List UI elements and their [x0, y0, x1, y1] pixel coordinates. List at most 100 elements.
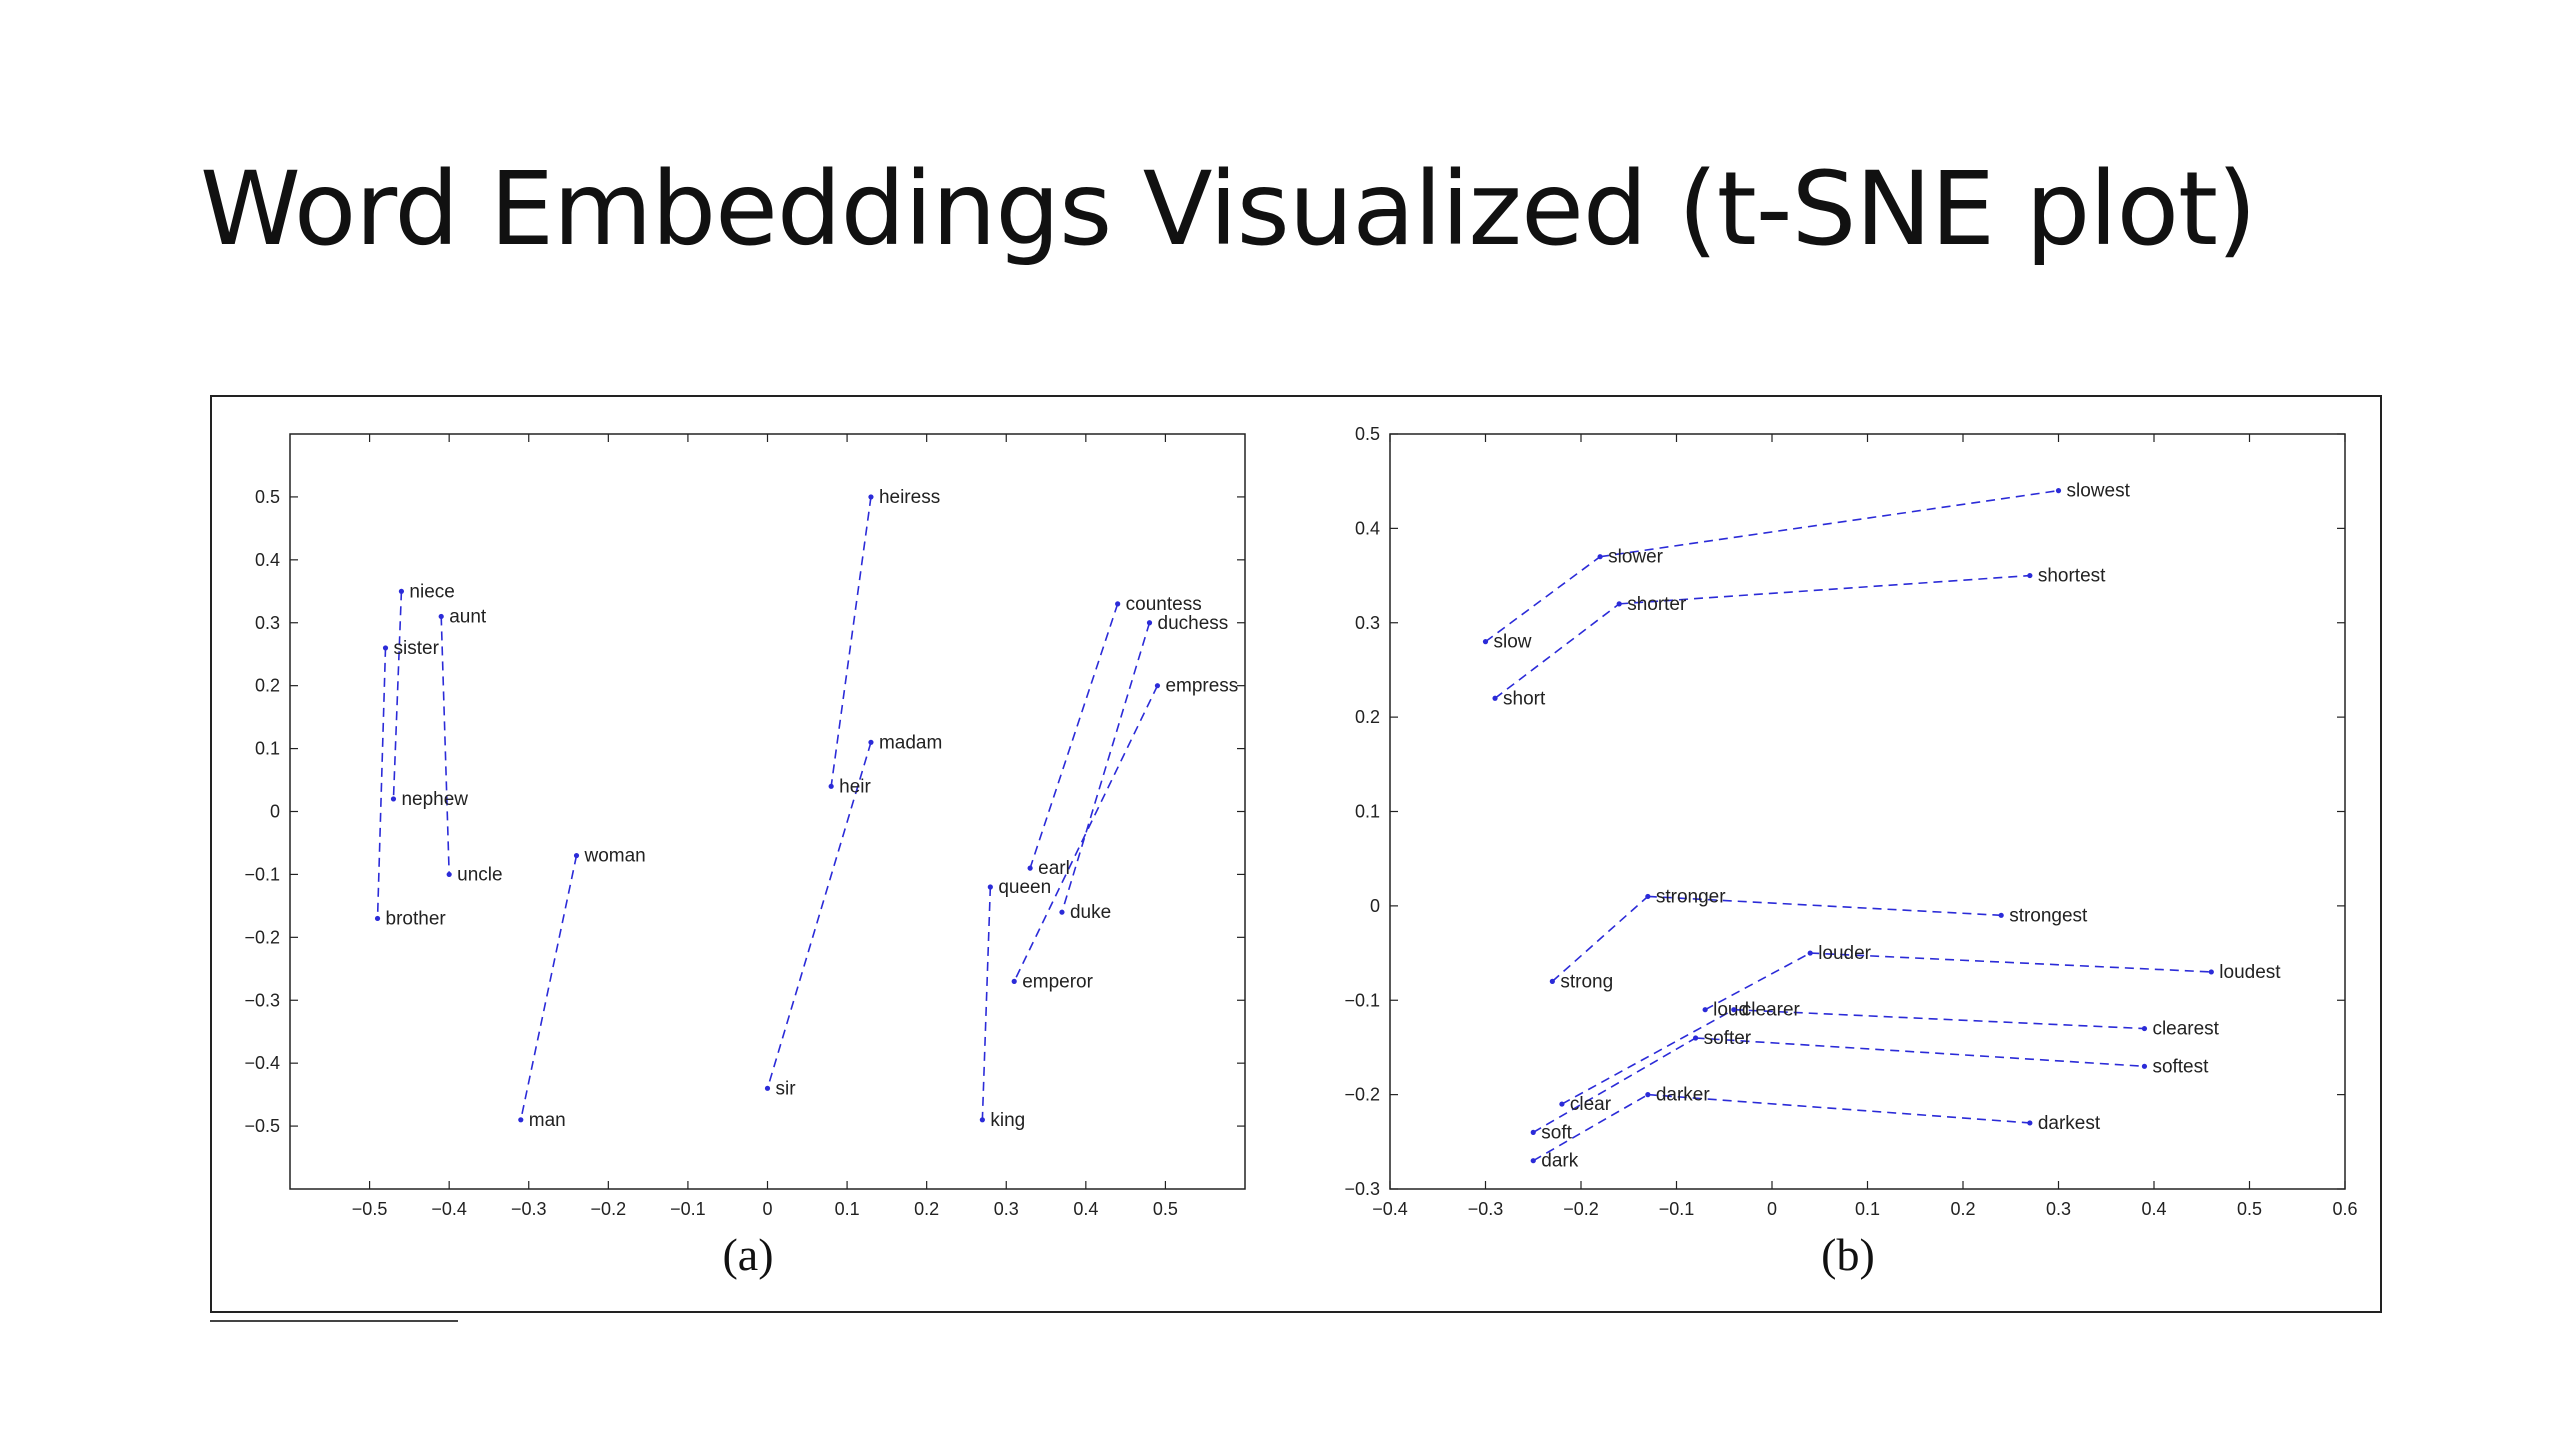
word-label-stronger: stronger — [1656, 886, 1726, 907]
word-label-louder: louder — [1818, 943, 1871, 964]
y-tick-label-a: −0.1 — [244, 864, 280, 884]
point-niece — [398, 588, 405, 594]
axes-box-a — [289, 433, 1246, 1190]
point-shortest — [2027, 572, 2033, 579]
word-label-soft: soft — [1541, 1122, 1572, 1143]
link-madam-sir — [766, 742, 872, 1089]
point-uncle — [446, 871, 452, 878]
x-tick-label-b: 0.5 — [2237, 1199, 2262, 1219]
point-countess — [1115, 601, 1121, 607]
word-label-shorter: shorter — [1627, 594, 1687, 615]
word-label-countess: countess — [1126, 594, 1202, 615]
point-dark — [1530, 1158, 1536, 1164]
word-label-clearest: clearest — [2152, 1019, 2219, 1040]
point-louder — [1807, 950, 1813, 956]
panel-label-a: (a) — [722, 1229, 774, 1280]
link-short-shorter — [1494, 603, 1620, 699]
y-tick-label-b: 0.3 — [1355, 613, 1380, 633]
link-dark-darker — [1532, 1093, 1649, 1162]
word-label-king: king — [990, 1110, 1025, 1131]
point-sir — [764, 1085, 771, 1091]
word-label-heiress: heiress — [879, 487, 940, 508]
word-label-sir: sir — [776, 1078, 797, 1099]
y-tick-label-a: −0.5 — [244, 1116, 280, 1136]
word-label-softer: softer — [1704, 1028, 1752, 1049]
x-tick-label-a: −0.4 — [431, 1199, 467, 1219]
word-label-short: short — [1503, 688, 1546, 709]
y-tick-label-b: −0.2 — [1344, 1085, 1380, 1105]
point-aunt — [438, 613, 444, 620]
point-slow — [1482, 639, 1489, 645]
point-queen — [987, 884, 993, 890]
word-label-heir: heir — [839, 776, 871, 797]
word-label-loud: loud — [1713, 1000, 1749, 1021]
x-tick-label-a: 0.1 — [835, 1199, 860, 1219]
word-label-dark: dark — [1541, 1151, 1578, 1172]
y-tick-label-a: 0.3 — [255, 613, 280, 633]
link-clearer-clearest — [1733, 1008, 2145, 1030]
point-short — [1492, 695, 1498, 701]
link-soft-softer — [1532, 1037, 1697, 1134]
slide-title: Word Embeddings Visualized (t-SNE plot) — [200, 150, 2257, 269]
y-tick-label-a: 0.1 — [255, 739, 280, 759]
point-man — [518, 1117, 524, 1123]
link-woman-man — [520, 855, 578, 1120]
word-label-strongest: strongest — [2009, 905, 2088, 926]
word-label-brother: brother — [386, 908, 447, 929]
link-darker-darkest — [1647, 1093, 2030, 1124]
word-label-shortest: shortest — [2038, 566, 2106, 587]
point-clear — [1559, 1101, 1565, 1107]
link-softer-softest — [1695, 1037, 2145, 1068]
word-label-slow: slow — [1494, 632, 1532, 653]
point-nephew — [390, 796, 397, 802]
tsne-plot-a: −0.5 −0.4 −0.3 −0.2 −0.1 0 0.1 0.2 0.3 0.4 0.5 −0.5… — [244, 433, 1246, 1219]
link-niece-nephew — [392, 591, 403, 799]
word-label-darker: darker — [1656, 1085, 1711, 1106]
point-softer — [1693, 1035, 1699, 1041]
word-label-darkest: darkest — [2038, 1113, 2101, 1134]
x-tick-label-b: 0.2 — [1950, 1199, 1975, 1219]
link-duchess-duke — [1061, 622, 1151, 913]
point-loudest — [2208, 969, 2214, 975]
word-label-uncle: uncle — [457, 864, 502, 885]
x-tick-label-b: 0.4 — [2141, 1199, 2166, 1219]
point-heiress — [868, 494, 874, 500]
point-clearer — [1731, 1007, 1737, 1013]
word-label-loudest: loudest — [2219, 962, 2281, 983]
word-label-slowest: slowest — [2067, 481, 2131, 502]
x-tick-label-b: −0.1 — [1659, 1199, 1695, 1219]
link-strong-stronger — [1551, 895, 1649, 982]
y-tick-label-b: 0.4 — [1355, 518, 1380, 538]
x-tick-label-a: 0.5 — [1153, 1199, 1178, 1219]
y-tick-label-b: −0.1 — [1344, 990, 1380, 1010]
x-tick-label-b: −0.4 — [1372, 1199, 1408, 1219]
y-tick-label-b: 0.2 — [1355, 707, 1380, 727]
point-softest — [2141, 1063, 2148, 1069]
point-woman — [573, 852, 580, 859]
link-countess-earl — [1029, 603, 1119, 869]
y-tick-label-b: 0.5 — [1355, 424, 1380, 444]
word-label-clear: clear — [1570, 1094, 1612, 1115]
y-tick-label-b: 0.1 — [1355, 802, 1380, 822]
point-earl — [1027, 865, 1033, 871]
point-clearest — [2141, 1025, 2148, 1032]
word-label-nephew: nephew — [401, 789, 468, 810]
point-strong — [1549, 978, 1555, 984]
footnote-rule — [210, 1320, 458, 1322]
x-tick-label-a: −0.5 — [352, 1199, 388, 1219]
tsne-plot-b: −0.4 −0.3 −0.2 −0.1 0 0.1 0.2 0.3 0.4 0.5 0.6−0.3−… — [1344, 424, 2357, 1219]
x-tick-label-b: 0.3 — [2046, 1199, 2071, 1219]
word-label-duchess: duchess — [1158, 613, 1229, 634]
point-soft — [1530, 1129, 1536, 1135]
link-louder-loudest — [1810, 952, 2212, 973]
word-label-woman: woman — [584, 846, 646, 867]
x-tick-label-b: 0.1 — [1855, 1199, 1880, 1219]
link-shorter-shortest — [1619, 574, 2030, 605]
x-tick-label-b: 0 — [1767, 1199, 1777, 1219]
point-loud — [1702, 1007, 1708, 1013]
link-heiress-heir — [830, 496, 872, 787]
point-darkest — [2027, 1120, 2033, 1126]
point-darker — [1645, 1092, 1651, 1098]
link-loud-louder — [1704, 952, 1811, 1011]
point-duke — [1059, 909, 1065, 915]
